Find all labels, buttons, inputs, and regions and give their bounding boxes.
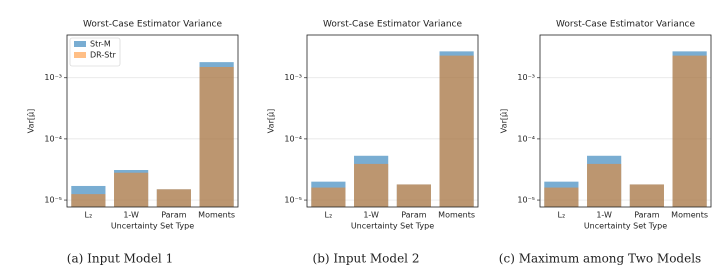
- bar: [199, 66, 234, 207]
- caption: (c) Maximum among Two Models: [499, 252, 701, 266]
- bar: [156, 189, 191, 207]
- y-tick-label: 10⁻⁴: [44, 134, 62, 143]
- x-tick-label: Param: [401, 211, 427, 220]
- x-tick-label: Param: [634, 211, 660, 220]
- x-tick-label: Moments: [438, 211, 475, 220]
- legend-label: DR-Str: [90, 51, 116, 60]
- legend-swatch: [74, 41, 86, 47]
- x-tick-label: Param: [161, 211, 187, 220]
- chart-title: Worst-Case Estimator Variance: [323, 20, 463, 30]
- x-tick-label: L₂: [558, 211, 566, 220]
- x-tick-label: 1-W: [363, 211, 379, 220]
- y-tick-label: 10⁻⁴: [284, 134, 302, 143]
- x-tick-label: Moments: [198, 211, 235, 220]
- x-axis-label: Uncertainty Set Type: [584, 222, 667, 231]
- caption: (a) Input Model 1: [67, 252, 173, 266]
- bar: [71, 194, 106, 207]
- y-tick-label: 10⁻³: [44, 73, 62, 82]
- y-tick-label: 10⁻³: [284, 73, 302, 82]
- bar: [544, 187, 579, 207]
- x-tick-label: 1-W: [123, 211, 139, 220]
- y-axis-label: Var[μ̂]: [499, 109, 509, 133]
- chart-title: Worst-Case Estimator Variance: [556, 20, 696, 30]
- x-tick-label: 1-W: [596, 211, 612, 220]
- y-tick-label: 10⁻³: [517, 73, 535, 82]
- axes-frame: [66, 34, 239, 208]
- x-axis-label: Uncertainty Set Type: [351, 222, 434, 231]
- x-axis-label: Uncertainty Set Type: [111, 222, 194, 231]
- bar: [587, 163, 622, 207]
- x-tick-label: L₂: [325, 211, 333, 220]
- bar: [672, 55, 707, 207]
- x-tick-label: Moments: [671, 211, 708, 220]
- y-tick-label: 10⁻⁵: [284, 196, 302, 205]
- y-axis-label: Var[μ̂]: [266, 109, 276, 133]
- bar: [311, 187, 346, 207]
- y-tick-label: 10⁻⁴: [517, 134, 535, 143]
- bar: [114, 172, 149, 207]
- chart-title: Worst-Case Estimator Variance: [83, 20, 223, 30]
- bar: [396, 184, 431, 207]
- caption: (b) Input Model 2: [313, 252, 420, 266]
- y-tick-label: 10⁻⁵: [44, 196, 62, 205]
- axes-frame: [539, 34, 712, 208]
- legend-label: Str-M: [90, 40, 111, 49]
- y-tick-label: 10⁻⁵: [517, 196, 535, 205]
- x-tick-label: L₂: [85, 211, 93, 220]
- bar: [629, 184, 664, 207]
- axes-frame: [306, 34, 479, 208]
- bar: [354, 163, 389, 207]
- legend-swatch: [74, 52, 86, 58]
- bar: [439, 55, 474, 207]
- y-axis-label: Var[μ̂]: [26, 109, 36, 133]
